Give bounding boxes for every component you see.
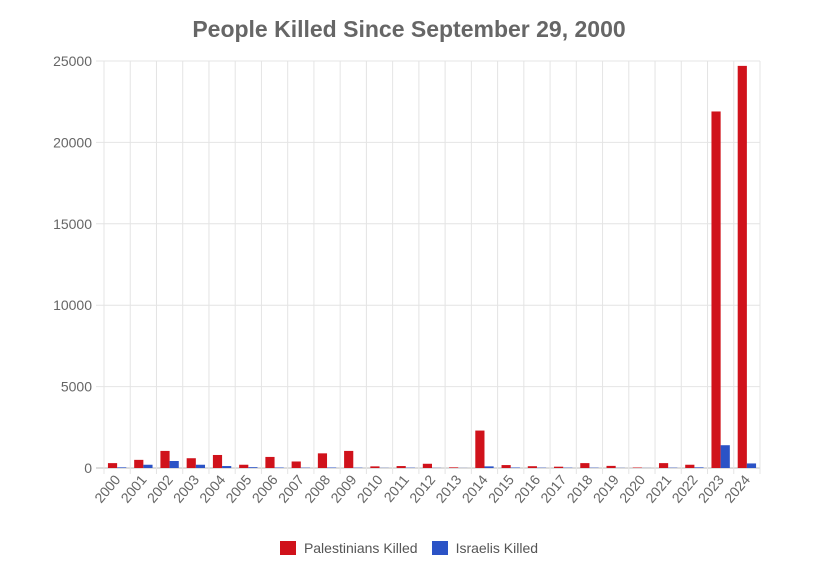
legend-swatch-palestinians [279, 541, 296, 555]
bar-israelis-2004 [222, 466, 232, 468]
y-tick-label: 5000 [61, 379, 92, 395]
x-tick-label-2021: 2021 [642, 471, 674, 505]
bar-palestinians-2019 [606, 465, 616, 468]
bar-palestinians-2003 [186, 458, 196, 468]
bar-israelis-2022 [694, 467, 704, 468]
x-tick-label-2007: 2007 [275, 471, 307, 505]
x-tick-label-2024: 2024 [721, 471, 753, 505]
bar-palestinians-2014 [475, 430, 485, 468]
legend-label-israelis: Israelis Killed [455, 540, 539, 556]
y-tick-label: 20000 [53, 134, 92, 150]
bar-palestinians-2013 [449, 467, 459, 468]
bar-israelis-2003 [195, 464, 206, 468]
y-tick-label: 15000 [53, 216, 92, 232]
bar-palestinians-2018 [580, 463, 590, 468]
legend-swatch-israelis [431, 541, 448, 555]
bar-palestinians-2015 [501, 465, 511, 468]
y-tick-label: 10000 [53, 297, 92, 313]
bar-israelis-2000 [117, 467, 127, 468]
bar-palestinians-2002 [160, 450, 170, 468]
bar-israelis-2001 [143, 464, 153, 468]
bar-palestinians-2011 [396, 466, 406, 468]
legend-item-israelis[interactable]: Israelis Killed [431, 540, 539, 556]
bar-palestinians-2010 [370, 466, 380, 468]
x-tick-label-2002: 2002 [144, 471, 176, 505]
x-tick-label-2015: 2015 [485, 471, 517, 505]
legend-label-palestinians: Palestinians Killed [303, 540, 418, 556]
bar-israelis-2014 [484, 466, 494, 468]
x-tick-label-2017: 2017 [537, 471, 569, 505]
x-tick-label-2014: 2014 [458, 471, 490, 505]
x-tick-label-2000: 2000 [91, 471, 123, 505]
x-tick-label-2020: 2020 [616, 471, 648, 505]
bar-palestinians-2001 [134, 459, 144, 468]
bar-palestinians-2004 [212, 454, 223, 468]
x-tick-label-2001: 2001 [117, 471, 149, 505]
x-tick-label-2011: 2011 [380, 471, 412, 505]
y-tick-label: 0 [84, 460, 92, 476]
x-tick-label-2012: 2012 [406, 471, 438, 505]
x-tick-label-2018: 2018 [563, 471, 595, 505]
x-tick-label-2005: 2005 [222, 471, 254, 505]
bar-palestinians-2000 [107, 463, 118, 468]
bar-palestinians-2016 [527, 466, 537, 468]
bar-palestinians-2012 [422, 463, 432, 468]
x-tick-label-2009: 2009 [327, 471, 359, 505]
bar-palestinians-2005 [239, 464, 249, 468]
x-tick-label-2013: 2013 [432, 471, 464, 505]
bar-palestinians-2017 [554, 466, 564, 468]
bar-palestinians-2009 [344, 450, 354, 468]
x-tick-label-2019: 2019 [590, 471, 622, 505]
bar-palestinians-2008 [317, 453, 328, 468]
bar-palestinians-2024 [737, 65, 747, 468]
bar-israelis-2023 [720, 445, 730, 468]
bar-palestinians-2007 [291, 461, 301, 468]
x-tick-label-2022: 2022 [668, 471, 700, 505]
bar-palestinians-2006 [265, 456, 275, 468]
y-tick-label: 25000 [53, 53, 92, 69]
chart-legend: Palestinians Killed Israelis Killed [0, 540, 818, 556]
bar-palestinians-2022 [685, 464, 695, 468]
chart-title: People Killed Since September 29, 2000 [192, 16, 626, 42]
x-tick-label-2004: 2004 [196, 471, 228, 505]
x-tick-label-2023: 2023 [695, 471, 727, 505]
legend-item-palestinians[interactable]: Palestinians Killed [279, 540, 418, 556]
bar-israelis-2002 [169, 461, 179, 468]
bar-palestinians-2023 [711, 111, 721, 468]
x-tick-label-2003: 2003 [170, 471, 202, 505]
x-tick-label-2006: 2006 [249, 471, 281, 505]
x-tick-label-2008: 2008 [301, 471, 333, 505]
bar-palestinians-2021 [658, 463, 669, 468]
x-tick-label-2016: 2016 [511, 471, 543, 505]
bar-israelis-2005 [248, 467, 258, 468]
bar-israelis-2024 [746, 463, 757, 468]
x-tick-label-2010: 2010 [354, 471, 386, 505]
